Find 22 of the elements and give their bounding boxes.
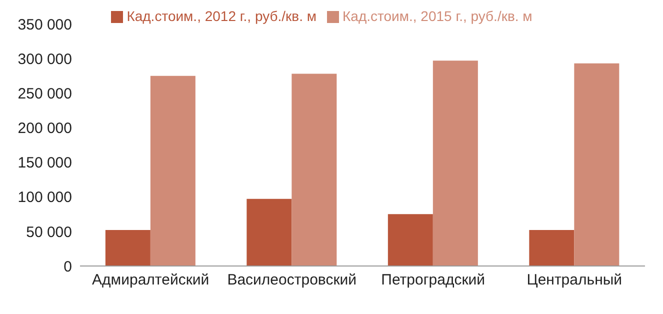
y-tick-label: 100 000 [18, 189, 72, 206]
bar [105, 230, 150, 266]
bar [292, 74, 337, 266]
bar [388, 214, 433, 266]
x-tick-label: Центральный [526, 272, 622, 289]
x-tick-label: Василеостровский [227, 272, 357, 289]
x-tick-label: Адмиралтейский [92, 272, 210, 289]
y-tick-label: 350 000 [18, 16, 72, 34]
legend-label: Кад.стоим., 2015 г., руб./кв. м [342, 8, 532, 24]
bar [574, 63, 620, 266]
bar [246, 198, 292, 266]
legend-label: Кад.стоим., 2012 г., руб./кв. м [126, 8, 316, 24]
y-tick-label: 200 000 [18, 120, 72, 138]
x-tick-label: Петроградский [381, 272, 486, 289]
bar [529, 230, 574, 266]
bar [432, 60, 478, 266]
y-tick-label: 300 000 [18, 50, 72, 68]
y-tick-label: 0 [64, 258, 72, 276]
y-tick-label: 150 000 [18, 154, 72, 172]
bar [150, 76, 196, 266]
y-tick-label: 250 000 [18, 85, 72, 102]
y-tick-label: 50 000 [26, 224, 72, 241]
